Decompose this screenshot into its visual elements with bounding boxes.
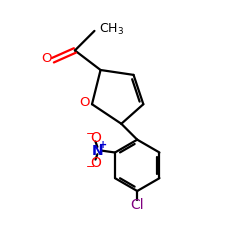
Text: +: + (99, 140, 107, 150)
Text: CH$_3$: CH$_3$ (99, 22, 124, 37)
Text: O: O (90, 131, 101, 145)
Text: O: O (41, 52, 51, 65)
Text: −: − (85, 162, 95, 172)
Text: O: O (90, 156, 101, 170)
Text: N: N (92, 144, 103, 158)
Text: −: − (85, 129, 95, 139)
Text: Cl: Cl (130, 198, 144, 212)
Text: O: O (79, 96, 90, 110)
